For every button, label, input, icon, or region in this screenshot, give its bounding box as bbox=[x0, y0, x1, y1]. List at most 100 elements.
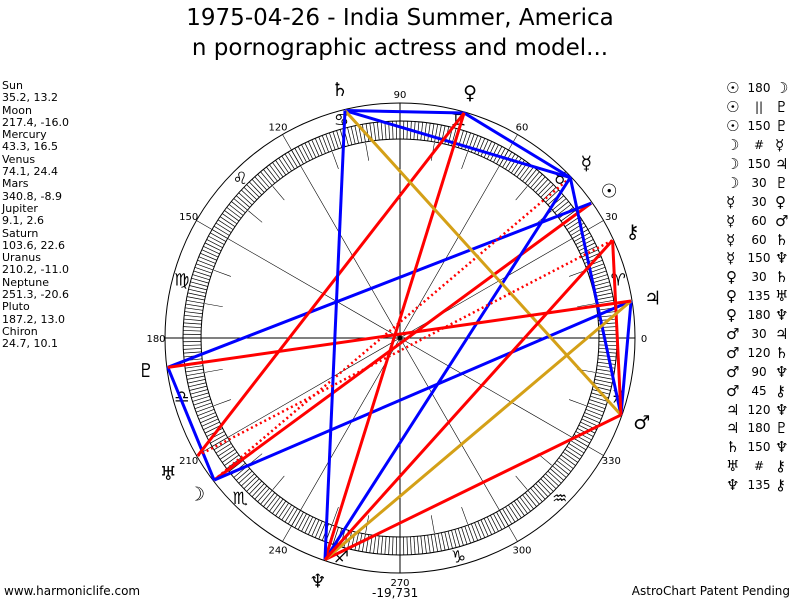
degree-tick bbox=[251, 483, 265, 497]
aspect-line-saturn-neptune bbox=[323, 110, 347, 560]
degree-tick bbox=[263, 492, 276, 507]
degree-tick bbox=[192, 395, 210, 402]
degree-tick bbox=[311, 519, 320, 537]
aspect-row: ♃ 180 ♇ bbox=[726, 419, 788, 438]
mercury-icon: ☿ bbox=[726, 211, 736, 230]
ten-degree-mark bbox=[272, 186, 285, 201]
mars-icon: ♂ bbox=[726, 325, 740, 344]
aspect-row: ☉ 150 ♇ bbox=[726, 117, 788, 136]
degree-tick bbox=[263, 169, 276, 184]
planet-name-neptune: Neptune bbox=[2, 275, 50, 289]
degree-tick bbox=[480, 519, 489, 537]
degree-tick bbox=[257, 173, 270, 189]
degree-tick bbox=[570, 440, 587, 451]
planet-name-jupiter: Jupiter bbox=[2, 201, 38, 215]
aspect-row: ♄ 150 ♆ bbox=[726, 438, 788, 457]
degree-tick bbox=[297, 146, 307, 163]
neptune-icon: ♆ bbox=[775, 306, 789, 325]
degree-tick bbox=[287, 508, 298, 525]
aspect-line-mercury-mars bbox=[568, 177, 623, 416]
planet-coords-sun: 35.2, 13.2 bbox=[2, 91, 58, 105]
degree-tick bbox=[281, 504, 292, 521]
degree-tick bbox=[568, 443, 585, 454]
degree-tick bbox=[549, 468, 565, 481]
degree-tick bbox=[519, 164, 531, 180]
neptune-icon: ♆ bbox=[309, 570, 326, 592]
degree-tick bbox=[486, 142, 496, 160]
degree-tick bbox=[580, 245, 597, 255]
mercury-icon: ☿ bbox=[726, 249, 736, 268]
mercury-icon: ☿ bbox=[726, 192, 736, 211]
degree-tick bbox=[304, 142, 314, 160]
degree-tick bbox=[490, 144, 499, 161]
degree-tick bbox=[585, 408, 603, 417]
degree-tick bbox=[294, 511, 304, 528]
degree-tick bbox=[201, 418, 219, 427]
degree-tick bbox=[376, 535, 380, 554]
degree-tick bbox=[269, 496, 281, 512]
degree-tick bbox=[430, 123, 435, 142]
degree-label: 150 bbox=[179, 212, 198, 223]
ten-degree-mark bbox=[213, 399, 231, 407]
degree-tick bbox=[272, 498, 284, 514]
degree-tick bbox=[594, 292, 613, 297]
jupiter-icon: ♃ bbox=[775, 155, 789, 173]
website-link[interactable]: www.harmoniclife.com bbox=[4, 584, 141, 598]
degree-tick bbox=[593, 285, 611, 291]
degree-tick bbox=[554, 201, 569, 214]
pluto-icon: ♇ bbox=[775, 117, 789, 136]
degree-tick bbox=[219, 216, 236, 228]
aspect-type: 120 bbox=[747, 345, 771, 360]
planet-coords-mercury: 43.3, 16.5 bbox=[2, 140, 58, 154]
degree-tick bbox=[224, 454, 240, 466]
degree-tick bbox=[301, 515, 310, 532]
bottom-value: -19,731 bbox=[372, 586, 419, 600]
degree-tick bbox=[522, 494, 534, 510]
spoke-line bbox=[282, 337, 401, 542]
degree-tick bbox=[461, 527, 468, 545]
degree-tick bbox=[593, 288, 612, 294]
pluto-icon: ♇ bbox=[775, 419, 789, 438]
degree-tick bbox=[284, 506, 295, 523]
degree-tick bbox=[583, 252, 600, 261]
degree-tick bbox=[423, 535, 427, 554]
degree-tick bbox=[420, 535, 424, 554]
sun-icon: ☉ bbox=[601, 180, 618, 202]
degree-tick bbox=[486, 516, 496, 534]
degree-tick bbox=[190, 281, 208, 287]
capricorn-icon: ♑ bbox=[451, 547, 466, 567]
degree-tick bbox=[595, 375, 614, 380]
planet-name-saturn: Saturn bbox=[2, 226, 39, 240]
planet-positions-list: Sun 35.2, 13.2 Moon 217.4, -16.0 Mercury 43.3… bbox=[2, 79, 69, 351]
neptune-icon: ♆ bbox=[775, 438, 789, 457]
degree-tick bbox=[233, 198, 248, 211]
degree-tick bbox=[527, 171, 540, 186]
degree-tick bbox=[480, 139, 489, 157]
degree-tick bbox=[222, 451, 238, 463]
ten-degree-mark bbox=[365, 142, 370, 161]
moon-icon: ☽ bbox=[726, 173, 740, 192]
planet-name-pluto: Pluto bbox=[2, 300, 30, 314]
degree-tick bbox=[314, 138, 323, 155]
saturn-icon: ♄ bbox=[775, 230, 789, 249]
jupiter-icon: ♃ bbox=[644, 288, 661, 310]
degree-tick bbox=[583, 415, 600, 424]
degree-tick bbox=[193, 399, 211, 406]
degree-tick bbox=[566, 446, 583, 457]
degree-tick bbox=[434, 533, 439, 552]
aspect-line-mars-chiron bbox=[611, 240, 623, 416]
degree-tick bbox=[508, 504, 519, 521]
moon-icon: ☽ bbox=[775, 79, 789, 98]
aspect-row: ♂ 30 ♃ bbox=[726, 325, 788, 344]
degree-tick bbox=[540, 478, 554, 492]
degree-tick bbox=[373, 122, 377, 141]
degree-tick bbox=[524, 492, 537, 507]
degree-tick bbox=[241, 189, 255, 203]
planet-coords-mars: 340.8, -8.9 bbox=[2, 189, 62, 203]
mars-icon: ♂ bbox=[726, 362, 740, 381]
degree-tick bbox=[185, 303, 204, 308]
planet-coords-venus: 74.1, 24.4 bbox=[2, 165, 58, 179]
moon-icon: ☽ bbox=[726, 136, 740, 155]
planet-coords-uranus: 210.2, -11.0 bbox=[2, 263, 69, 277]
degree-tick bbox=[321, 135, 330, 153]
